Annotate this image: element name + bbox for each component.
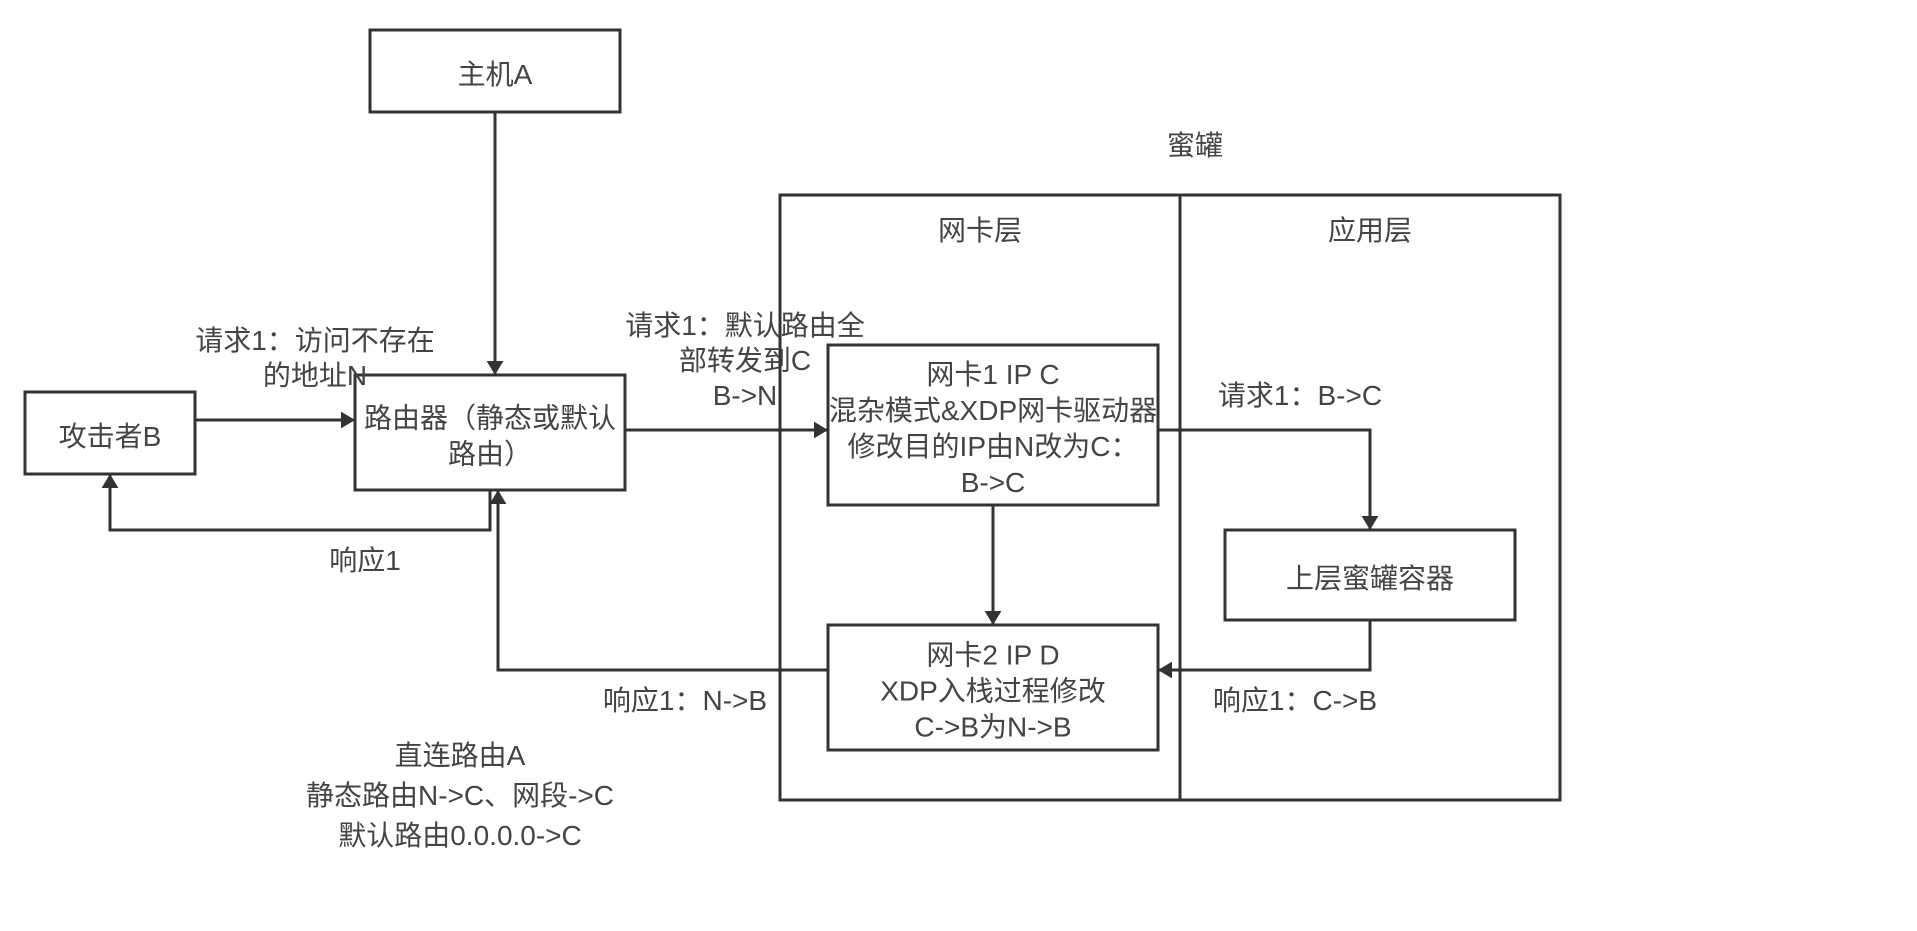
node-hostA-line-0: 主机A [458,59,533,90]
label-footer2: 静态路由N->C、网段->C [306,780,614,811]
label-req1b_l3: B->N [713,380,778,411]
label-nicLayer: 网卡层 [938,215,1022,246]
node-attacker-line-0: 攻击者B [59,421,162,452]
label-resp1a: 响应1 [329,545,401,576]
label-req1a_l1: 请求1：访问不存在 [195,325,435,356]
node-container-line-0: 上层蜜罐容器 [1286,563,1454,594]
node-nic2-line-1: XDP入栈过程修改 [880,675,1106,706]
label-req1a_l2: 的地址N [263,360,367,391]
label-appLayer: 应用层 [1328,215,1412,246]
label-resp1b: 响应1：N->B [603,685,767,716]
node-nic2-line-2: C->B为N->B [914,711,1071,742]
label-honeypot: 蜜罐 [1167,130,1223,161]
node-router-line-0: 路由器（静态或默认 [364,402,616,433]
label-req1b_l2: 部转发到C [679,345,811,376]
node-router-line-1: 路由） [448,438,532,469]
node-nic1-line-3: B->C [961,467,1026,498]
label-footer1: 直连路由A [395,740,526,771]
node-nic1-line-1: 混杂模式&XDP网卡驱动器 [829,395,1157,426]
label-req1b_l1: 请求1：默认路由全 [625,310,865,341]
node-nic1-line-2: 修改目的IP由N改为C： [848,431,1139,462]
label-resp1c: 响应1：C->B [1213,685,1377,716]
node-nic1-line-0: 网卡1 IP C [926,359,1059,390]
network-diagram: 主机A 攻击者B 路由器（静态或默认路由） 网卡1 IP C 混杂模式&XDP网卡驱动器… [0,0,1917,931]
label-req1c: 请求1：B->C [1218,380,1382,411]
node-nic2-line-0: 网卡2 IP D [926,639,1059,670]
label-footer3: 默认路由0.0.0.0->C [338,820,582,851]
